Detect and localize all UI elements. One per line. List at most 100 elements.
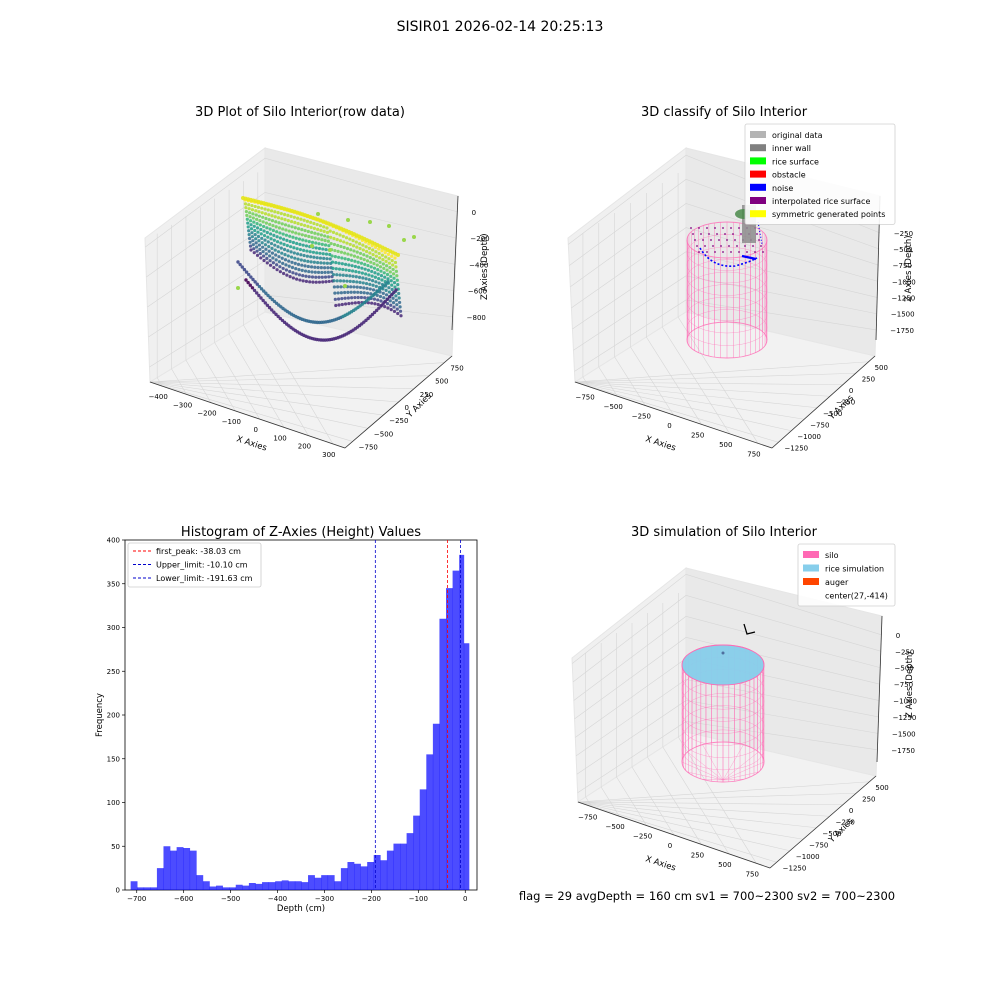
data-point (369, 260, 373, 264)
interpolated-surface-point (718, 239, 720, 241)
hist-y-tick-label: 250 (107, 668, 120, 676)
data-point (293, 220, 297, 225)
hist-y-tick-label: 0 (116, 887, 120, 895)
data-point (350, 301, 354, 305)
data-point (356, 255, 360, 259)
data-point (320, 270, 324, 275)
data-point (256, 234, 261, 239)
data-point (251, 216, 255, 220)
y-tick-label: 750 (450, 365, 463, 373)
data-point (386, 280, 390, 284)
data-point (337, 261, 341, 265)
data-point (332, 279, 336, 283)
data-point (358, 251, 363, 256)
legend-swatch (750, 210, 766, 218)
data-point (305, 219, 310, 223)
data-point (249, 248, 253, 252)
data-point (273, 248, 277, 252)
hist-y-label: Frequency (95, 693, 105, 737)
data-point (268, 222, 272, 226)
data-point (357, 301, 361, 305)
data-point (355, 245, 359, 249)
data-point (366, 268, 371, 272)
data-point (266, 240, 270, 244)
x-tick-label: 500 (718, 861, 731, 869)
hist-bar (459, 554, 465, 890)
data-point (289, 219, 294, 224)
data-point (295, 277, 299, 281)
grid-line-z (576, 700, 879, 775)
panel1-z-label: Z Axies (Depth) (480, 233, 490, 300)
data-point (389, 303, 393, 307)
hist-bar (275, 881, 283, 890)
data-point (251, 239, 255, 243)
data-point (392, 290, 396, 295)
y-tick-label: 250 (862, 795, 875, 803)
data-point (385, 264, 389, 268)
data-point (335, 273, 339, 277)
interpolated-surface-point (734, 239, 736, 241)
data-point (395, 274, 399, 278)
data-point (304, 244, 309, 248)
data-point (345, 279, 349, 283)
data-point (276, 314, 280, 319)
data-point (253, 204, 257, 209)
grid-line-y (149, 381, 368, 429)
hist-bar (386, 850, 394, 890)
data-point (263, 238, 267, 242)
data-point (373, 302, 377, 306)
data-point (374, 254, 378, 258)
grid-line-y (574, 372, 856, 383)
z-tick-label: −250 (894, 230, 913, 238)
z-tick-label: −500 (893, 246, 912, 254)
y-tick-label: −1250 (784, 444, 808, 452)
data-point (255, 249, 259, 253)
data-point (314, 275, 318, 279)
x-tick-label: −250 (633, 833, 652, 841)
data-point (382, 296, 386, 300)
data-point (368, 287, 372, 291)
data-point (357, 270, 361, 274)
y-tick-label: −750 (810, 421, 829, 429)
data-point (236, 286, 240, 290)
data-point (340, 302, 344, 307)
data-point (303, 223, 307, 228)
data-point (258, 252, 262, 256)
data-point (355, 280, 359, 284)
data-point (261, 298, 265, 303)
data-point (381, 291, 385, 295)
data-point (257, 293, 261, 298)
data-point (333, 291, 337, 295)
grid-line-y (149, 381, 414, 390)
data-point (274, 225, 278, 229)
data-point (263, 301, 267, 305)
y-tick-label: −1000 (796, 853, 820, 861)
data-point (304, 274, 308, 278)
data-point (250, 235, 255, 239)
legend-label: center(27,-414) (825, 592, 888, 601)
data-point (284, 268, 289, 272)
data-point (288, 275, 292, 279)
legend-frame (744, 123, 896, 225)
data-point (319, 228, 323, 232)
data-point (286, 219, 290, 223)
data-point (358, 285, 363, 290)
data-point (248, 211, 252, 215)
data-point (262, 289, 266, 293)
hist-bar (321, 875, 329, 890)
data-point (349, 290, 353, 294)
data-point (315, 222, 319, 227)
data-point (392, 281, 397, 285)
data-point (310, 244, 314, 248)
hist-bar (347, 862, 355, 890)
silo-floor-spoke (722, 771, 759, 781)
data-point (316, 265, 320, 270)
data-point (247, 272, 251, 277)
hist-bar (432, 723, 440, 890)
hist-x-tick-label: 0 (463, 895, 467, 903)
data-point (380, 253, 385, 257)
data-point (360, 266, 364, 270)
data-point (352, 254, 357, 258)
data-point (254, 241, 258, 245)
panel4-z-ticks: 0 −250 −500 −750 −1000 −1250 −1500 −1750 (891, 632, 917, 755)
